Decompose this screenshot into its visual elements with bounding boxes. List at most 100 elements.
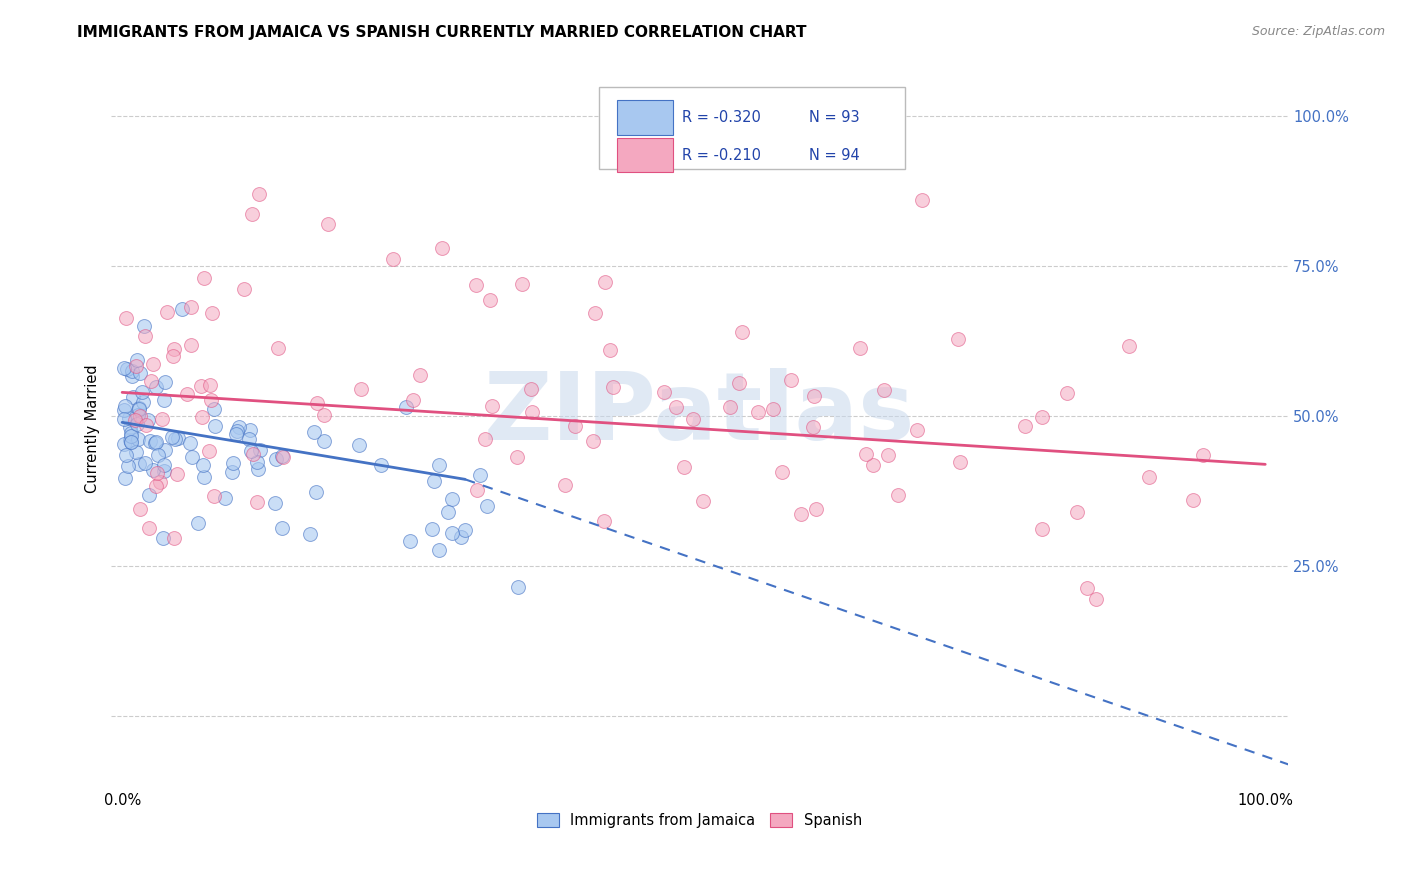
Point [1066,505,1088,519]
Point [145,479,167,493]
Point [127,353,149,368]
Point [138,488,160,502]
Point [150,412,173,426]
Point [125,445,148,459]
Point [264,496,287,510]
Point [193,271,215,285]
Point [131,385,153,400]
Point [125,417,148,431]
Point [246,495,269,509]
Point [127,432,149,446]
Point [862,458,884,472]
Point [190,378,212,392]
Point [305,485,328,500]
Point [302,425,325,440]
Point [506,450,529,464]
Point [118,410,141,425]
Point [399,534,422,549]
Point [654,385,676,400]
Point [153,443,176,458]
Point [132,395,155,409]
Point [121,368,143,383]
Point [204,418,226,433]
Y-axis label: Currently Married: Currently Married [86,364,100,492]
Point [167,431,190,445]
Point [115,311,138,326]
Text: ZIPatlas: ZIPatlas [484,368,915,460]
Point [149,475,172,489]
Point [124,413,146,427]
Point [316,218,339,232]
Text: IMMIGRANTS FROM JAMAICA VS SPANISH CURRENTLY MARRIED CORRELATION CHART: IMMIGRANTS FROM JAMAICA VS SPANISH CURRE… [77,25,807,40]
Point [114,399,136,413]
Point [1118,339,1140,353]
Point [247,462,270,476]
Point [270,449,292,463]
Point [468,467,491,482]
Point [948,332,970,346]
Point [599,343,621,358]
Point [129,367,152,381]
Point [143,436,166,450]
Point [120,426,142,441]
Point [232,282,254,296]
Point [582,434,605,449]
Point [128,401,150,416]
Point [214,491,236,505]
Point [114,361,136,376]
Point [876,448,898,462]
Point [200,392,222,407]
Point [162,349,184,363]
Point [770,465,793,479]
Point [911,194,934,208]
Point [153,464,176,478]
Point [454,523,477,537]
Point [153,458,176,472]
Point [118,420,141,434]
Point [665,400,688,414]
Point [905,423,928,437]
Point [125,359,148,373]
Point [350,382,373,396]
Point [128,401,150,415]
Point [172,301,194,316]
Legend: Immigrants from Jamaica, Spanish: Immigrants from Jamaica, Spanish [530,805,869,835]
Point [465,483,488,498]
Point [479,293,502,307]
Point [779,373,801,387]
Point [148,449,170,463]
Point [409,368,432,383]
Point [948,455,970,469]
Point [163,531,186,545]
Text: R = -0.320: R = -0.320 [682,110,761,125]
FancyBboxPatch shape [599,87,905,169]
Point [508,580,530,594]
Text: R = -0.210: R = -0.210 [682,147,761,162]
Text: N = 94: N = 94 [808,147,859,162]
Point [440,526,463,541]
Point [1031,522,1053,536]
Point [202,489,225,503]
Point [122,390,145,404]
Point [179,435,201,450]
FancyBboxPatch shape [617,100,673,135]
Point [510,277,533,292]
Point [437,505,460,519]
Point [142,357,165,371]
Point [314,434,336,449]
Point [267,342,290,356]
Point [855,447,877,461]
Point [246,455,269,469]
Point [120,434,142,449]
Point [307,396,329,410]
Point [222,456,245,470]
Point [139,374,162,388]
Point [481,399,503,413]
Point [1031,410,1053,425]
Point [198,443,221,458]
Point [128,457,150,471]
Point [152,531,174,545]
Point [145,435,167,450]
Point [163,343,186,357]
Point [370,458,392,472]
